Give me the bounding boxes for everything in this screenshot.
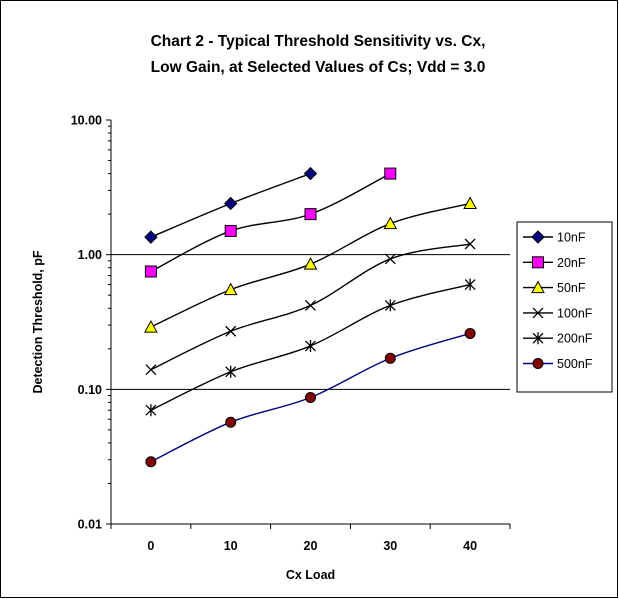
- data-point-10nF-10: [223, 196, 238, 211]
- legend-marker-10nF: [531, 230, 545, 244]
- series-line-20nF: [150, 172, 391, 273]
- legend-marker-500nF: [532, 358, 544, 369]
- legend-label-50nF: 50nF: [557, 281, 586, 295]
- x-tick-label-2: 20: [304, 539, 318, 553]
- data-point-200nF-0: [145, 404, 157, 417]
- data-point-20nF-10: [224, 224, 237, 237]
- x-tick-label-1: 10: [224, 539, 238, 553]
- legend-marker-50nF: [531, 280, 545, 294]
- data-point-100nF-40: [464, 238, 476, 250]
- data-point-100nF-10: [225, 325, 237, 337]
- data-point-500nF-30: [384, 352, 396, 364]
- data-point-20nF-20: [304, 208, 317, 221]
- legend-marker-200nF: [532, 332, 544, 345]
- data-point-10nF-20: [303, 166, 318, 181]
- data-point-100nF-0: [145, 364, 157, 376]
- x-tick-label-3: 30: [383, 539, 397, 553]
- y-axis-label: Detection Threshold, pF: [31, 250, 45, 393]
- chart-title-line-1: Chart 2 - Typical Threshold Sensitivity …: [151, 33, 486, 50]
- data-point-50nF-20: [303, 257, 318, 270]
- x-axis-label: Cx Load: [286, 568, 335, 582]
- data-point-500nF-40: [464, 327, 476, 339]
- data-point-200nF-10: [225, 365, 237, 378]
- legend-label-100nF: 100nF: [557, 306, 593, 320]
- data-point-100nF-20: [305, 299, 316, 311]
- data-point-500nF-10: [225, 416, 237, 428]
- y-tick-label-2: 1.00: [78, 248, 102, 262]
- data-point-10nF-0: [144, 230, 158, 244]
- data-point-500nF-0: [145, 456, 157, 468]
- data-point-200nF-30: [384, 299, 396, 312]
- chart-title-line-2: Low Gain, at Selected Values of Cs; Vdd …: [151, 59, 486, 76]
- x-tick-label-4: 40: [463, 539, 477, 553]
- legend: 10nF 20nF 50nF 100nF 200nF 500nF: [516, 221, 613, 393]
- data-point-20nF-0: [144, 265, 157, 278]
- plot-area: 0.01 0.10 1.00 10.00 0 10 20 30 40: [71, 114, 511, 553]
- data-point-500nF-20: [305, 391, 316, 403]
- x-tick-label-0: 0: [147, 539, 154, 553]
- y-tick-label-1: 0.10: [78, 383, 102, 397]
- data-point-50nF-10: [223, 282, 238, 296]
- y-tick-label-3: 10.00: [71, 114, 102, 128]
- data-point-50nF-30: [383, 216, 398, 230]
- legend-marker-20nF: [532, 256, 544, 269]
- data-point-20nF-30: [384, 167, 397, 180]
- data-point-200nF-40: [464, 278, 476, 291]
- legend-label-200nF: 200nF: [557, 332, 593, 346]
- data-point-100nF-30: [384, 253, 396, 265]
- data-point-50nF-40: [463, 196, 477, 209]
- legend-label-10nF: 10nF: [557, 231, 586, 245]
- y-tick-label-0: 0.01: [78, 518, 102, 532]
- data-point-50nF-0: [144, 320, 158, 333]
- data-point-200nF-20: [305, 339, 316, 352]
- legend-marker-100nF: [532, 307, 544, 319]
- legend-label-20nF: 20nF: [557, 256, 586, 270]
- legend-label-500nF: 500nF: [557, 357, 593, 371]
